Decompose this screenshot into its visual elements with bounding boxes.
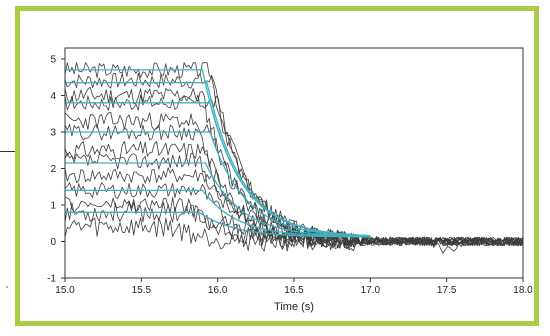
y-tick-label: 5 [50, 54, 56, 65]
fit-curve [65, 189, 371, 238]
x-tick-label: 15.5 [132, 285, 152, 296]
x-tick-label: 16.0 [208, 285, 228, 296]
line-chart: 15.0 15.5 16.0 16.5 17.0 17.5 18.0 -1 0 1 2 3 4 5 Tim… [47, 47, 533, 313]
measured-trace [64, 167, 524, 248]
measured-trace [64, 201, 524, 251]
x-axis-title: Time (s) [274, 301, 314, 313]
x-tick-label: 17.5 [437, 285, 457, 296]
x-tick-label: 18.0 [513, 285, 533, 296]
x-tick-label: 16.5 [284, 285, 304, 296]
y-tick-label: 1 [50, 200, 56, 211]
fit-curve [65, 211, 371, 238]
outer-connector-line [0, 151, 15, 152]
y-tick-label: -1 [47, 274, 56, 285]
y-tick-label: 4 [50, 91, 56, 102]
axis-layer: 15.0 15.5 16.0 16.5 17.0 17.5 18.0 -1 0 1 2 3 4 5 [47, 54, 533, 296]
fit-curve [65, 131, 371, 237]
fit-curve [65, 102, 371, 237]
x-tick-label: 15.0 [55, 285, 75, 296]
figure-frame: 15.0 15.5 16.0 16.5 17.0 17.5 18.0 -1 0 1 2 3 4 5 Tim… [15, 6, 539, 326]
series-layer [64, 62, 524, 254]
measured-trace [64, 196, 524, 254]
y-tick-label: 2 [50, 164, 56, 175]
y-tick-label: 3 [50, 127, 56, 138]
y-tick-label: 0 [50, 237, 56, 248]
outer-dot [6, 286, 8, 288]
fit-curve [65, 162, 371, 238]
measured-trace [64, 72, 524, 246]
x-tick-label: 17.0 [361, 285, 381, 296]
measured-trace [64, 182, 524, 249]
